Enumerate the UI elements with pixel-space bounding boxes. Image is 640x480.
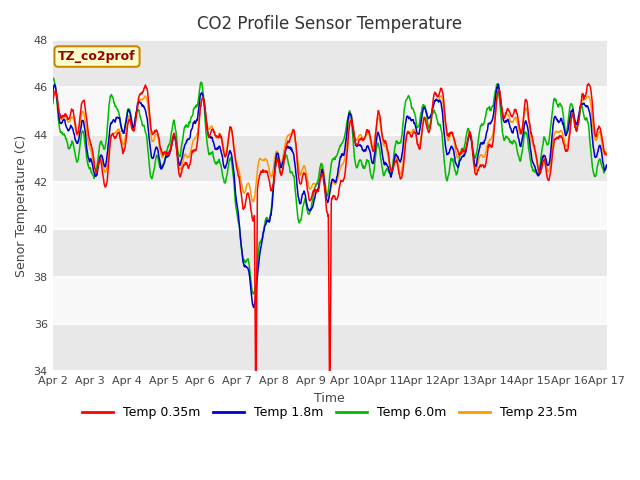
Bar [52,40,607,87]
X-axis label: Time: Time [314,392,345,405]
Title: CO2 Profile Sensor Temperature: CO2 Profile Sensor Temperature [197,15,462,33]
Bar [52,182,607,229]
Legend: Temp 0.35m, Temp 1.8m, Temp 6.0m, Temp 23.5m: Temp 0.35m, Temp 1.8m, Temp 6.0m, Temp 2… [77,401,582,424]
Bar [52,229,607,276]
Bar [52,87,607,135]
Bar [52,135,607,182]
Bar [52,276,607,324]
Text: TZ_co2prof: TZ_co2prof [58,50,136,63]
Y-axis label: Senor Temperature (C): Senor Temperature (C) [15,134,28,277]
Bar [52,324,607,371]
